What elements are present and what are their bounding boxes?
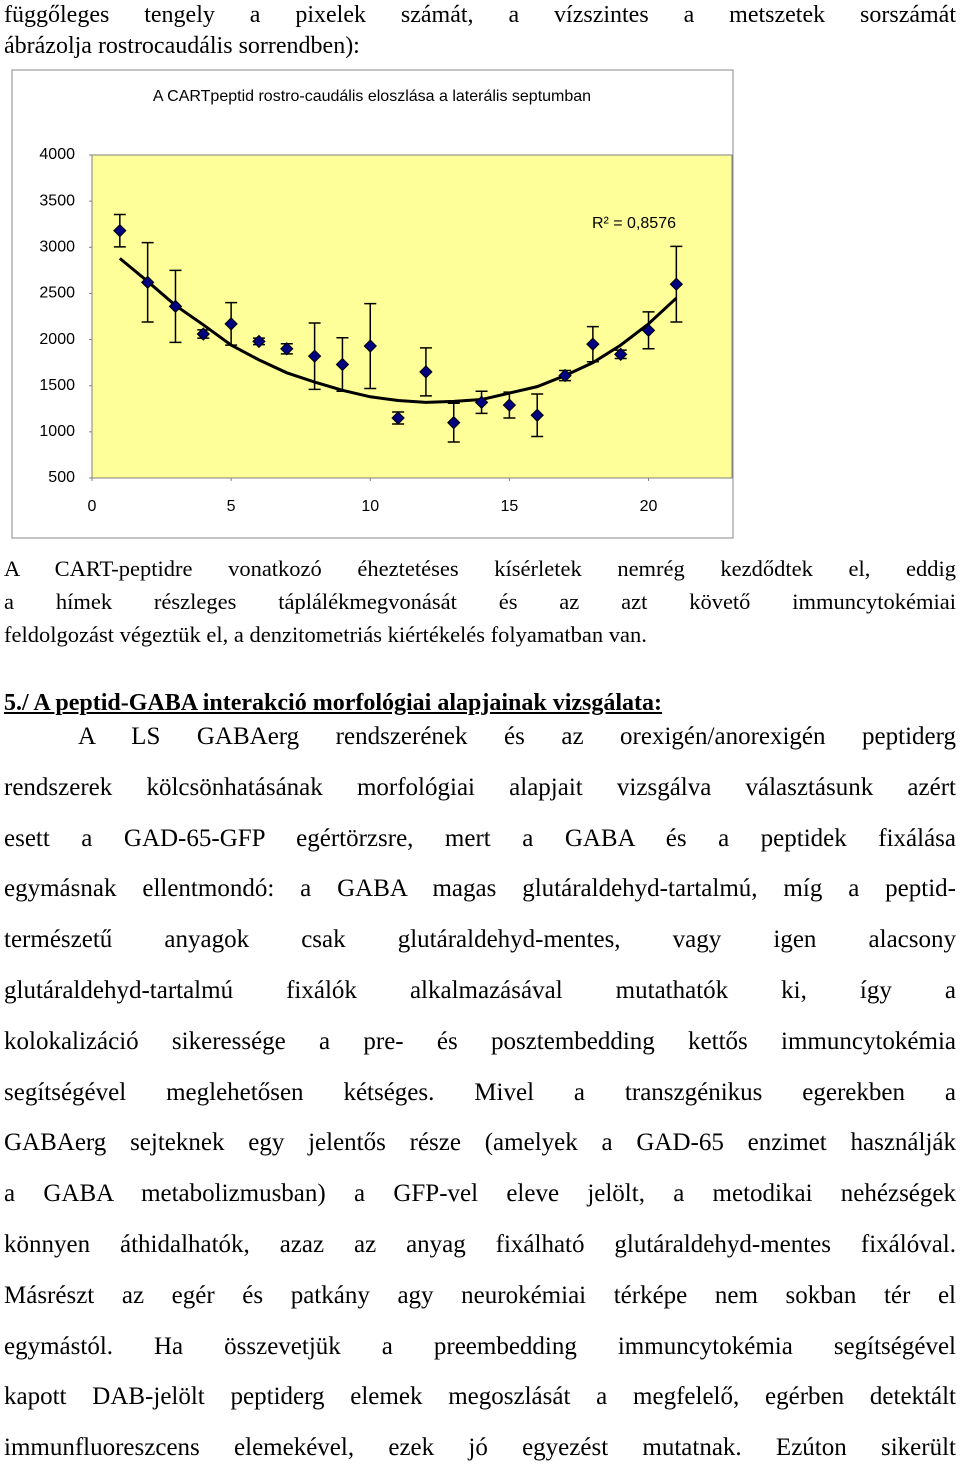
text-line: GABAerg sejteknek egy jelentős része (am…	[4, 1118, 956, 1169]
y-tick-label: 4000	[39, 146, 75, 163]
text-line: egymásnak ellentmondó: a GABA magas glut…	[4, 864, 956, 915]
text-line: feldolgozást végeztük el, a denzitometri…	[4, 618, 956, 651]
chart-title: A CARTpeptid rostro-caudális eloszlása a…	[153, 88, 591, 105]
r-squared-annotation: R² = 0,8576	[592, 215, 676, 232]
text-line: kapott DAB-jelölt peptiderg elemek megos…	[4, 1372, 956, 1423]
y-tick-label: 3500	[39, 192, 75, 209]
text-line: természetű anyagok csak glutáraldehyd-me…	[4, 915, 956, 966]
y-tick-label: 1500	[39, 377, 75, 394]
text-line: a GABA metabolizmusban) a GFP-vel eleve …	[4, 1169, 956, 1220]
text-line: rendszerek kölcsönhatásának morfológiai …	[4, 763, 956, 814]
x-tick-label: 0	[88, 498, 97, 515]
text-line: egymástól. Ha összevetjük a preembedding…	[4, 1322, 956, 1373]
y-tick-label: 3000	[39, 239, 75, 256]
y-tick-label: 2000	[39, 331, 75, 348]
chart: A CARTpeptid rostro-caudális eloszlása a…	[0, 0, 760, 545]
text-line: immunfluoreszcens elemekével, ezek jó eg…	[4, 1423, 956, 1474]
y-tick-label: 2500	[39, 285, 75, 302]
plot-area	[92, 155, 732, 478]
x-tick-label: 5	[227, 498, 236, 515]
y-tick-label: 1000	[39, 423, 75, 440]
text-line: könnyen áthidalhatók, azaz az anyag fixá…	[4, 1220, 956, 1271]
text-line: a hímek részleges táplálékmegvonását és …	[4, 585, 956, 618]
text-line: Másrészt az egér és patkány agy neurokém…	[4, 1271, 956, 1322]
text-line: glutáraldehyd-tartalmú fixálók alkalmazá…	[4, 966, 956, 1017]
text-line: A CART-peptidre vonatkozó éheztetéses kí…	[4, 552, 956, 585]
x-tick-label: 10	[361, 498, 379, 515]
text-line: A LS GABAerg rendszerének és az orexigén…	[4, 712, 956, 763]
x-tick-label: 20	[640, 498, 658, 515]
text-line: esett a GAD-65-GFP egértörzsre, mert a G…	[4, 814, 956, 865]
x-tick-label: 15	[500, 498, 518, 515]
paragraph: A LS GABAerg rendszerének és az orexigén…	[4, 712, 956, 1474]
paragraph: A CART-peptidre vonatkozó éheztetéses kí…	[4, 552, 956, 651]
y-tick-label: 500	[48, 469, 75, 486]
text-line: segítségével meglehetősen kétséges. Mive…	[4, 1068, 956, 1119]
text-line: kolokalizáció sikeressége a pre- és posz…	[4, 1017, 956, 1068]
